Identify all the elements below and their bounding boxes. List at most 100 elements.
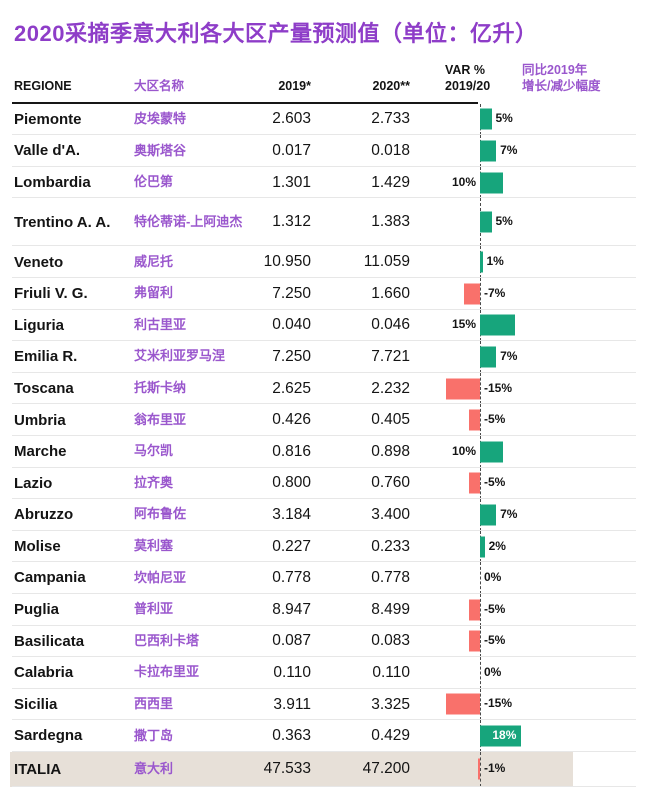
var-bar-cell: 10% — [410, 435, 636, 468]
var-label: -1% — [484, 761, 506, 776]
production-table: REGIONE 大区名称 2019* 2020** VAR % 2019/20 … — [0, 63, 650, 787]
value-2020: 3.325 — [371, 695, 410, 713]
axis-line — [480, 404, 481, 436]
value-2020: 0.018 — [371, 142, 410, 160]
var-bar — [480, 211, 492, 233]
value-2020: 1.429 — [371, 173, 410, 191]
value-2020: 7.721 — [371, 348, 410, 366]
value-2019: 1.312 — [272, 213, 311, 231]
region-name: Piemonte — [14, 110, 82, 128]
var-bar — [480, 441, 503, 463]
axis-line — [480, 467, 481, 500]
var-bar — [480, 251, 483, 273]
header-yoy-change: 同比2019年 增长/减少幅度 — [522, 63, 601, 93]
region-name: Sicilia — [14, 695, 58, 713]
var-label: -5% — [484, 601, 506, 616]
region-name: Marche — [14, 443, 67, 461]
region-name-cn: 坎帕尼亚 — [134, 569, 187, 585]
value-2019: 0.778 — [272, 569, 311, 587]
var-bar — [468, 472, 480, 494]
value-2020: 0.405 — [371, 411, 410, 429]
value-2020: 0.083 — [371, 632, 410, 650]
header-regione: REGIONE — [14, 78, 72, 93]
table-row: Liguria 利古里亚 0.040 0.046 15% — [0, 309, 650, 342]
value-2020: 0.110 — [372, 663, 410, 681]
var-bar-cell: 7% — [410, 499, 636, 531]
region-name: Sardegna — [14, 727, 83, 745]
table-body: Piemonte 皮埃蒙特 2.603 2.733 5% Valle d'A. … — [0, 103, 650, 787]
region-name: Basilicata — [14, 632, 85, 650]
var-label: -5% — [484, 412, 506, 427]
region-name-cn: 威尼托 — [134, 253, 174, 269]
var-label: 0% — [484, 570, 502, 585]
table-header: REGIONE 大区名称 2019* 2020** VAR % 2019/20 … — [0, 63, 650, 102]
value-2019: 0.017 — [272, 142, 311, 160]
var-bar — [468, 599, 480, 621]
value-2019: 0.426 — [272, 411, 311, 429]
var-bar — [480, 140, 497, 162]
var-bar-cell: -5% — [410, 404, 636, 436]
value-2020: 3.400 — [371, 506, 410, 524]
axis-line — [480, 593, 481, 626]
region-name-cn: 阿布鲁佐 — [134, 506, 187, 522]
value-2020: 2.232 — [371, 379, 410, 397]
table-row: Umbria 翁布里亚 0.426 0.405 -5% — [0, 404, 650, 436]
var-bar-cell: -5% — [410, 593, 636, 626]
value-2019: 2.625 — [272, 379, 311, 397]
value-2020: 47.200 — [362, 760, 410, 778]
region-name: Lombardia — [14, 173, 91, 191]
var-bar — [480, 172, 503, 194]
var-label: -5% — [484, 475, 506, 490]
region-name: Lazio — [14, 474, 53, 492]
table-row: Calabria 卡拉布里亚 0.110 0.110 0% — [0, 657, 650, 689]
header-bar-column: VAR % 2019/20 同比2019年 增长/减少幅度 — [410, 63, 636, 95]
table-row: Piemonte 皮埃蒙特 2.603 2.733 5% — [0, 103, 650, 136]
var-bar — [445, 378, 480, 400]
var-bar — [480, 108, 492, 130]
region-name-cn: 拉齐奥 — [134, 474, 174, 490]
value-2020: 1.383 — [371, 213, 410, 231]
region-name-cn: 弗留利 — [134, 285, 174, 301]
var-bar — [480, 536, 485, 558]
region-name-cn: 卡拉布里亚 — [134, 664, 200, 680]
value-2019: 47.533 — [263, 760, 311, 778]
value-2020: 0.046 — [371, 316, 410, 334]
var-bar-cell: 1% — [410, 246, 636, 278]
table-row: Abruzzo 阿布鲁佐 3.184 3.400 7% — [0, 499, 650, 531]
table-row: Campania 坎帕尼亚 0.778 0.778 0% — [0, 562, 650, 594]
header-rule — [12, 101, 478, 104]
region-name: Campania — [14, 569, 86, 587]
region-name: Emilia R. — [14, 348, 78, 366]
region-name: Trentino A. A. — [14, 213, 111, 231]
value-2019: 0.363 — [272, 727, 311, 745]
region-name: Veneto — [14, 253, 64, 271]
var-bar — [480, 504, 497, 526]
value-2019: 3.184 — [272, 506, 311, 524]
value-2020: 8.499 — [371, 600, 410, 618]
header-2019: 2019* — [278, 78, 311, 93]
var-bar-cell: 0% — [410, 657, 636, 689]
var-bar-cell: 7% — [410, 135, 636, 167]
table-row: Veneto 威尼托 10.950 11.059 1% — [0, 246, 650, 278]
region-name-cn: 马尔凯 — [134, 443, 174, 459]
region-name: Puglia — [14, 601, 60, 619]
region-name-cn: 利古里亚 — [134, 316, 187, 332]
var-bar-cell: 15% — [410, 309, 636, 342]
table-row: Toscana 托斯卡纳 2.625 2.232 -15% — [0, 372, 650, 405]
var-bar-cell: 5% — [410, 103, 636, 136]
value-2020: 11.059 — [363, 253, 410, 271]
var-bar — [468, 630, 480, 652]
var-bar — [463, 283, 480, 305]
region-name: Valle d'A. — [14, 142, 81, 160]
var-bar-cell: -5% — [410, 625, 636, 658]
var-label: -15% — [484, 696, 513, 711]
var-bar-cell: -1% — [410, 751, 636, 787]
var-label: 5% — [495, 214, 513, 229]
var-label: 5% — [495, 111, 513, 126]
axis-line — [480, 751, 481, 787]
var-label: 7% — [500, 349, 518, 364]
table-row: Lazio 拉齐奥 0.800 0.760 -5% — [0, 467, 650, 500]
value-2019: 0.227 — [272, 537, 311, 555]
table-row: Valle d'A. 奥斯塔谷 0.017 0.018 7% — [0, 135, 650, 167]
